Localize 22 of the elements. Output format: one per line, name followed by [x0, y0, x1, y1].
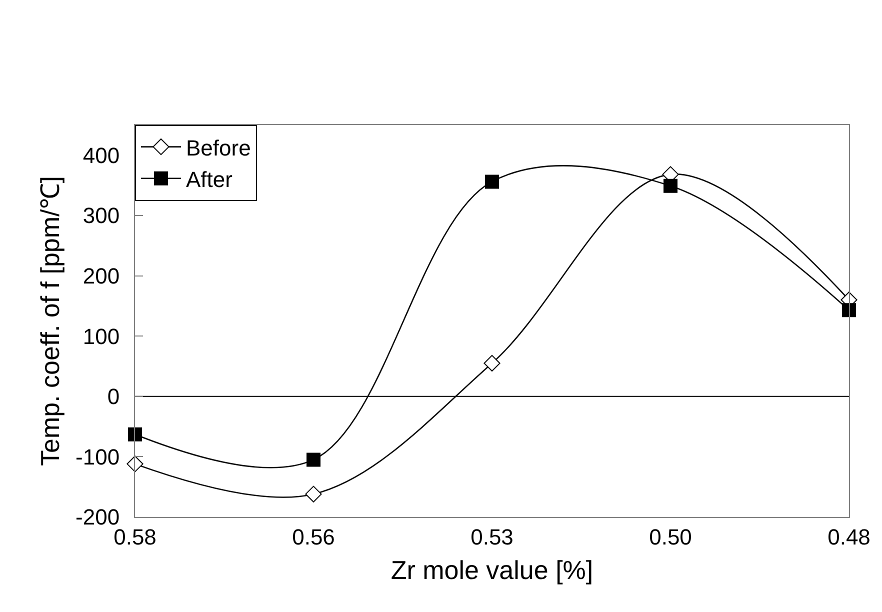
x-tick-label: 0.48: [828, 524, 870, 550]
y-tick-label: 400: [82, 142, 120, 168]
x-tick-label: 0.56: [292, 524, 335, 550]
legend-label: After: [186, 166, 232, 192]
y-tick-label: 0: [107, 384, 120, 410]
point: [842, 303, 856, 318]
point: [306, 452, 320, 467]
point: [126, 456, 144, 472]
y-axis-title: Temp. coeff. of f [ppm/℃]: [34, 176, 65, 466]
y-tick-label: 100: [82, 324, 120, 349]
y-tick-label: -100: [76, 444, 120, 470]
y-tick-label: 200: [82, 263, 120, 288]
x-tick-label: 0.50: [649, 524, 692, 550]
y-tick-label: 300: [82, 203, 120, 228]
point: [305, 486, 322, 502]
legend-label: Before: [186, 135, 251, 160]
point: [484, 354, 500, 372]
point: [485, 174, 499, 189]
point: [128, 427, 142, 442]
x-axis-title: Zr mole value [%]: [390, 555, 594, 586]
point: [664, 178, 678, 193]
x-tick-label: 0.53: [470, 524, 514, 550]
